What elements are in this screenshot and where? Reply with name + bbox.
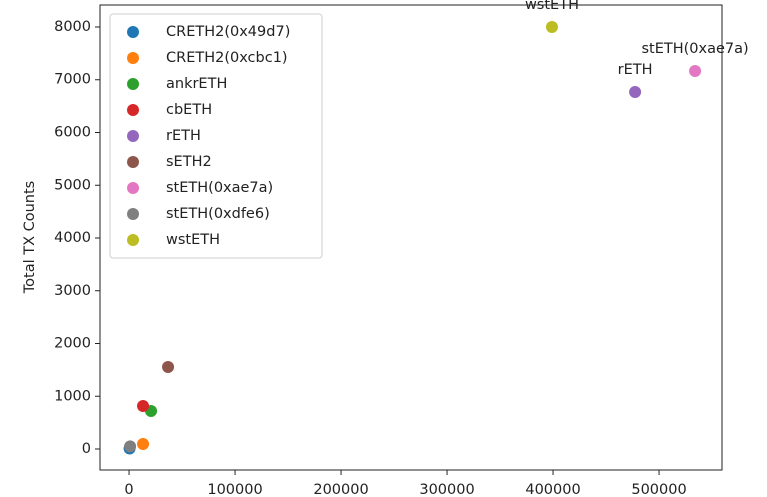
plot-frame	[99, 4, 723, 471]
legend-label: sETH2	[166, 154, 212, 170]
point	[545, 20, 558, 33]
legend-label: rETH	[166, 128, 201, 144]
legend-marker	[127, 26, 139, 38]
y-tick-label: 4000	[54, 230, 91, 246]
legend-box	[109, 13, 323, 259]
legend-marker	[127, 78, 139, 90]
y-tick-label: 6000	[54, 124, 91, 140]
point-annotation: stETH(0xae7a)	[641, 41, 748, 57]
point	[629, 85, 642, 98]
legend-label: stETH(0xae7a)	[166, 180, 273, 196]
legend-marker	[127, 182, 139, 194]
x-tick-label: 0	[124, 482, 133, 497]
legend-label: CRETH2(0xcbc1)	[166, 50, 288, 66]
legend-marker	[127, 208, 139, 220]
x-tick-label: 200000	[313, 482, 368, 497]
y-tick-label: 0	[82, 441, 91, 457]
y-tick-label: 3000	[54, 283, 91, 299]
legend-label: cbETH	[166, 102, 212, 118]
point	[162, 360, 175, 373]
y-tick-label: 1000	[54, 388, 91, 404]
y-axis-label: Total TX Counts	[22, 181, 38, 295]
legend-marker	[127, 52, 139, 64]
y-tick-label: 5000	[54, 177, 91, 193]
x-tick-label: 100000	[207, 482, 262, 497]
y-tick-label: 7000	[54, 72, 91, 88]
x-tick-label: 400000	[525, 482, 580, 497]
legend-label: wstETH	[166, 232, 220, 248]
legend-marker	[127, 234, 139, 246]
y-tick-label: 8000	[54, 19, 91, 35]
legend-label: stETH(0xdfe6)	[166, 206, 270, 222]
legend-marker	[127, 104, 139, 116]
point-annotation: wstETH	[525, 0, 579, 13]
point	[124, 440, 137, 453]
legend-label: CRETH2(0x49d7)	[166, 24, 290, 40]
y-tick-label: 2000	[54, 336, 91, 352]
legend-label: ankrETH	[166, 76, 227, 92]
legend-marker	[127, 130, 139, 142]
point	[137, 437, 150, 450]
legend-marker	[127, 156, 139, 168]
point	[689, 64, 702, 77]
point	[137, 400, 150, 413]
point-annotation: rETH	[618, 62, 653, 78]
x-tick-label: 300000	[419, 482, 474, 497]
x-tick-label: 500000	[631, 482, 686, 497]
